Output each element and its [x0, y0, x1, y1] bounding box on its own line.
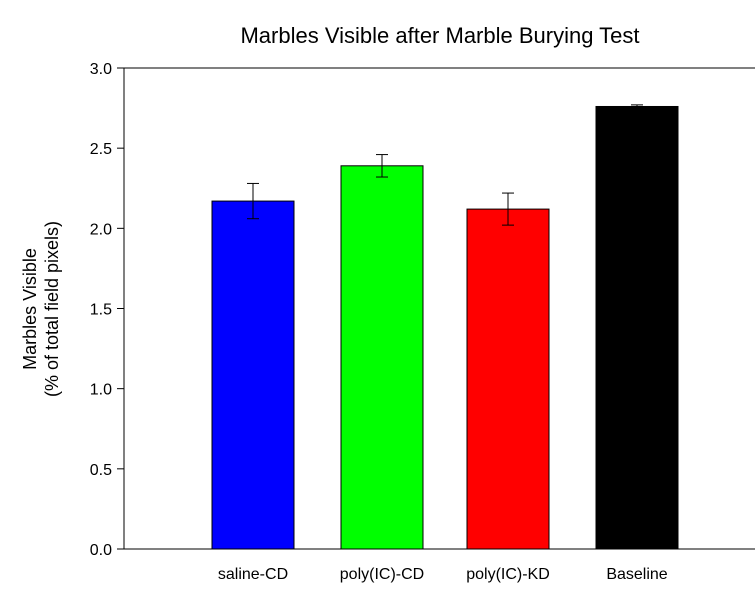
y-axis-title-line1: Marbles Visible	[20, 248, 40, 370]
y-tick-label: 1.5	[90, 302, 112, 319]
y-axis-title-line2: (% of total field pixels)	[42, 221, 62, 397]
plot-area: 0.0 0.5 1.0 1.5 2.0 2.5 3.0 saline-CD poly(IC)-C…	[90, 61, 755, 583]
x-category-label: Baseline	[606, 566, 667, 583]
bar	[212, 201, 294, 549]
y-axis-title: Marbles Visible (% of total field pixels…	[20, 221, 62, 397]
x-category-label: saline-CD	[218, 566, 288, 583]
bar	[596, 106, 678, 549]
chart-title: Marbles Visible after Marble Burying Tes…	[240, 23, 639, 48]
bar	[467, 209, 549, 549]
y-tick-label: 3.0	[90, 61, 112, 78]
x-category-label: poly(IC)-KD	[466, 566, 550, 583]
y-tick-label: 2.5	[90, 141, 112, 158]
y-tick-label: 0.0	[90, 542, 112, 559]
bar	[341, 166, 423, 549]
y-tick-label: 0.5	[90, 462, 112, 479]
x-category-label: poly(IC)-CD	[340, 566, 424, 583]
y-tick-label: 2.0	[90, 221, 112, 238]
y-tick-label: 1.0	[90, 382, 112, 399]
